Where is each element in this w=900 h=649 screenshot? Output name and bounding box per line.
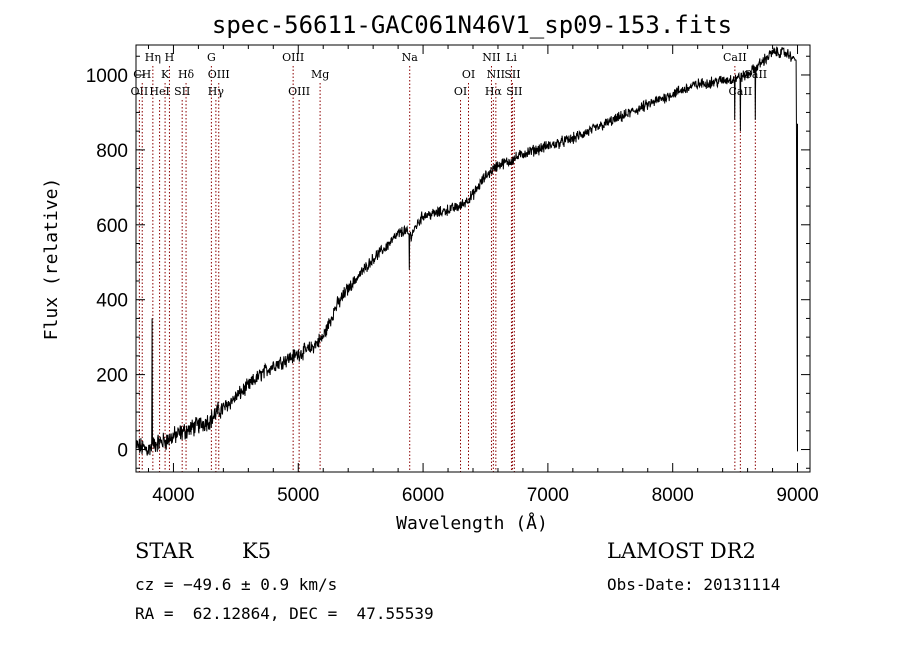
y-tick-label: 0 [117,441,128,462]
x-tick-label: 6000 [402,485,444,506]
line-marker-label: OIII [208,68,230,81]
object-subclass: K5 [242,539,272,563]
observation-date: Obs-Date: 20131114 [607,575,781,594]
spectrum-line [135,46,798,456]
line-marker-label: Hα [485,85,503,98]
line-marker-label: Na [402,51,419,64]
line-marker-label: Li [506,51,517,64]
line-marker-label: HeI [149,85,169,98]
line-marker-label: OI [462,68,475,81]
line-marker-label: Mg [311,68,329,81]
line-marker-label: SII [504,68,520,81]
chart-title: spec-56611-GAC061N46V1_sp09-153.fits [212,11,732,39]
spectrum-series [135,46,798,456]
coordinates: RA = 62.12864, DEC = 47.55539 [135,604,434,623]
line-marker-label: CaII [723,51,747,64]
axes: 4000 5000 6000 7000 8000 9000 0 200 400 600 800 100… [86,45,819,506]
redshift-value: cz = −49.6 ± 0.9 km/s [135,575,338,594]
line-marker-label: OII [131,85,149,98]
x-tick-label: 5000 [277,485,319,506]
x-tick-label: 9000 [776,485,818,506]
line-marker-label: OIII [282,51,304,64]
y-axis-label: Flux (relative) [41,178,62,341]
line-marker-label: OI [454,85,467,98]
x-axis-label: Wavelength (Å) [396,512,548,534]
y-tick-label: 800 [96,141,128,162]
line-marker-label: SII [506,85,522,98]
line-marker-label: Hη [145,51,161,64]
line-marker-label: G [207,51,216,64]
line-marker-label: SII [174,85,190,98]
y-tick-label: 200 [96,366,128,387]
y-tick-label: 600 [96,216,128,237]
line-marker-label: H [165,51,175,64]
x-tick-label: 8000 [652,485,694,506]
survey-name: LAMOST DR2 [607,539,756,563]
line-markers: OIICHHηHeIKHSIIHδGHγOIIIOIIIOIIIMgNaOIOI… [131,51,767,472]
y-tick-label: 1000 [86,66,128,87]
object-class: STAR [135,539,194,563]
line-marker-label: K [161,68,170,81]
y-tick-label: 400 [96,291,128,312]
line-marker-label: Hδ [178,68,195,81]
line-marker-label: OIII [288,85,310,98]
x-tick-label: 4000 [152,485,194,506]
line-marker-label: Hγ [208,85,225,98]
x-tick-label: 7000 [527,485,569,506]
line-marker-label: NII [487,68,505,81]
plot-frame [135,44,811,473]
line-marker-label: NII [482,51,500,64]
